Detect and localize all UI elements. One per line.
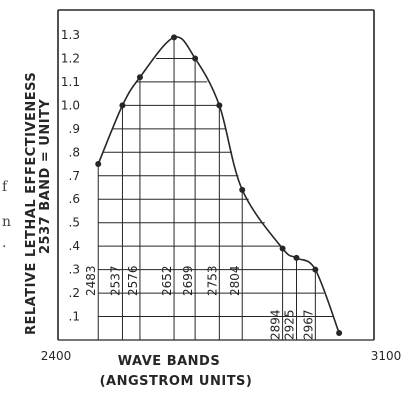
x-tick-label: 2400 [41,349,72,363]
y-tick-label: .8 [69,145,80,159]
band-label: 2804 [228,265,242,296]
data-point [293,254,300,261]
effectiveness-curve [97,36,340,334]
edge-text-fragment: f [2,179,9,195]
data-point [239,186,246,193]
data-point [279,245,286,252]
y-tick-label: 1.1 [61,75,80,89]
x-tick-label: 3100 [371,349,402,363]
x-axis-title-line1: WAVE BANDS [118,354,220,369]
data-point [119,102,126,109]
band-label: 2753 [205,265,219,296]
y-tick-label: .1 [69,310,80,324]
y-tick-label: 1.3 [61,28,80,42]
data-point [171,34,178,41]
y-tick-label: 1.2 [61,51,80,65]
y-tick-label: .5 [69,216,80,230]
cropped-edge-text: f n. [2,179,11,251]
band-label: 2967 [301,309,315,340]
edge-text-fragment: n [2,214,11,230]
band-label: 2537 [108,265,122,296]
y-tick-label: .3 [69,263,80,277]
band-label: 2925 [283,309,297,340]
data-point [136,74,143,81]
band-labels: 2483 2537 2576 2652 2699 2753 2804 2894 2925 2967 [84,265,315,340]
y-tick-label: .2 [69,286,80,300]
data-points [95,34,343,336]
band-label: 2699 [181,265,195,296]
edge-text-fragment: . [2,235,6,251]
band-label: 2894 [269,309,283,340]
axis-titles: RELATIVE LETHAL EFFECTIVENESS 2537 BAND … [24,72,252,389]
y-tick-label: .7 [69,169,80,183]
band-label: 2483 [84,265,98,296]
data-point [95,161,102,168]
y-axis-title-line1: RELATIVE LETHAL EFFECTIVENESS [24,72,39,335]
band-label: 2576 [126,265,140,296]
x-axis-title-line2: (ANGSTROM UNITS) [100,374,253,389]
y-tick-label: .4 [69,239,80,253]
y-tick-label: .6 [69,192,80,206]
data-point [336,329,343,336]
data-point [216,102,223,109]
y-tick-label: 1.0 [61,98,80,112]
y-axis-title-line2: 2537 BAND = UNITY [38,99,53,254]
x-tick-labels: 2400 3100 [41,349,402,363]
data-point [192,55,199,62]
axes [57,9,375,341]
y-tick-labels: .1 .2 .3 .4 .5 .6 .7 .8 .9 1.0 1.1 1.2 1.3 [61,28,80,324]
grid [97,37,333,340]
data-point [312,266,319,273]
band-label: 2652 [160,265,174,296]
data-curve [97,36,340,334]
y-tick-label: .9 [69,122,80,136]
